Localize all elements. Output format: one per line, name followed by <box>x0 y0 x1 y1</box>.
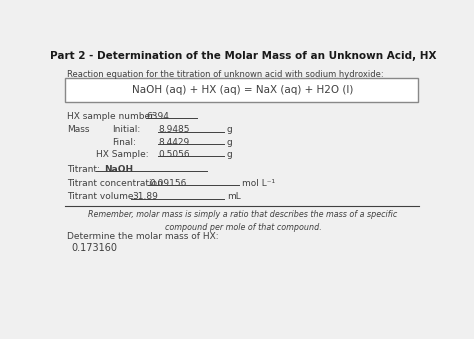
Text: Remember, molar mass is simply a ratio that describes the mass of a specific
com: Remember, molar mass is simply a ratio t… <box>88 210 398 232</box>
Text: 0.173160: 0.173160 <box>72 243 118 253</box>
Text: 6394: 6394 <box>146 112 169 121</box>
Text: g: g <box>227 138 232 147</box>
Text: Titrant:: Titrant: <box>67 165 100 174</box>
Text: Mass: Mass <box>67 125 90 134</box>
Text: Determine the molar mass of HX:: Determine the molar mass of HX: <box>67 232 219 241</box>
Text: 0.5056: 0.5056 <box>158 150 190 159</box>
Text: mol L⁻¹: mol L⁻¹ <box>242 179 275 187</box>
Text: HX sample number:: HX sample number: <box>67 112 156 121</box>
Text: NaOH (aq) + HX (aq) = NaX (aq) + H2O (l): NaOH (aq) + HX (aq) = NaX (aq) + H2O (l) <box>132 85 354 95</box>
Text: Titrant volume:: Titrant volume: <box>67 192 137 201</box>
Text: Part 2 - Determination of the Molar Mass of an Unknown Acid, HX: Part 2 - Determination of the Molar Mass… <box>50 52 436 61</box>
Text: mL: mL <box>227 192 240 201</box>
FancyBboxPatch shape <box>65 78 418 102</box>
Text: 31.89: 31.89 <box>132 192 158 201</box>
Text: g: g <box>227 125 232 134</box>
Text: Initial:: Initial: <box>112 125 140 134</box>
Text: 0.09156: 0.09156 <box>149 179 187 187</box>
Text: 8.9485: 8.9485 <box>158 125 190 134</box>
Text: Reaction equation for the titration of unknown acid with sodium hydroxide:: Reaction equation for the titration of u… <box>67 70 383 79</box>
Text: Titrant concentration:: Titrant concentration: <box>67 179 166 187</box>
Text: HX Sample:: HX Sample: <box>96 150 149 159</box>
Text: 8.4429: 8.4429 <box>158 138 190 147</box>
Text: NaOH: NaOH <box>104 165 133 174</box>
Text: Final:: Final: <box>112 138 136 147</box>
Text: g: g <box>227 150 232 159</box>
